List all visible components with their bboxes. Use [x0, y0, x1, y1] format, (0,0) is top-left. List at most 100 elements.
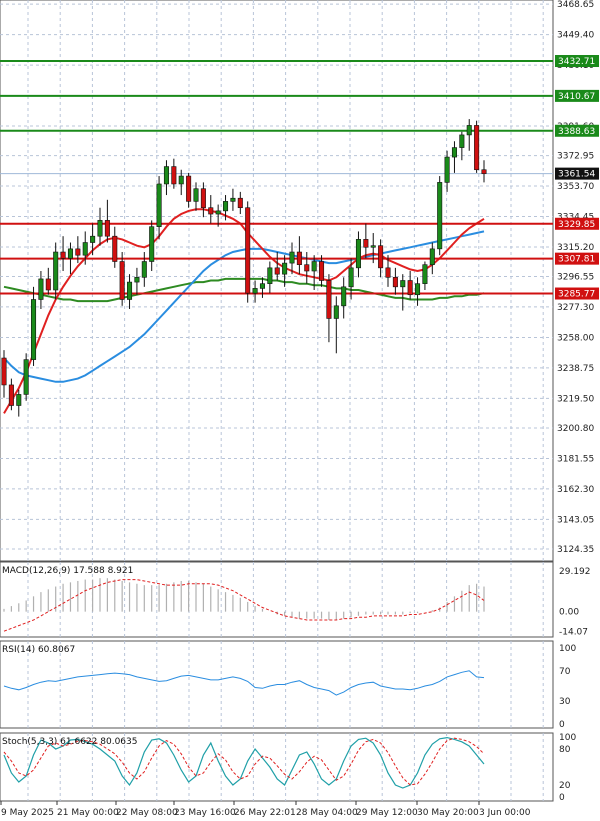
x-tick-label: 29 May 12:00 [356, 808, 418, 818]
main-y-tick-label: 3277.30 [557, 303, 594, 313]
candle-down [304, 264, 310, 272]
macd-label: MACD(12,26,9) 17.588 8.921 [2, 566, 133, 576]
candle-down [186, 175, 192, 202]
main-y-tick-label: 3449.40 [557, 31, 594, 41]
last-price-tag [555, 167, 599, 180]
candle-down [200, 188, 206, 209]
candle-down [237, 197, 243, 209]
candle-up [333, 305, 339, 319]
x-tick-label: 26 May 22:01 [234, 808, 296, 818]
stoch-panel-frame [0, 732, 554, 802]
rsi-label: RSI(14) 60.8067 [2, 645, 75, 655]
stoch-label: Stoch(5,3,3) 61.6622 80.0635 [2, 737, 137, 747]
main-y-tick-label: 3334.45 [557, 212, 594, 222]
x-tick-label: 9 May 2025 [1, 808, 54, 818]
candle-down [474, 125, 480, 171]
level-tag-label-3432.71: 3432.71 [558, 57, 595, 67]
stoch-k-line [3, 736, 485, 789]
main-y-tick-label: 3315.20 [557, 243, 594, 253]
level-tag-3432.71 [555, 55, 599, 68]
level-tag-label-3329.85: 3329.85 [558, 220, 595, 230]
candle-down [104, 220, 110, 237]
candle-up [156, 183, 162, 227]
main-y-tick-label: 3200.80 [557, 424, 594, 434]
level-tag-3285.77 [555, 287, 599, 300]
rsi-y-tick-label: 70 [559, 667, 571, 677]
candle-up [134, 277, 140, 283]
candle-down [119, 261, 125, 300]
candle-down [385, 267, 391, 278]
candle-up [459, 134, 465, 148]
candle-up [348, 267, 354, 288]
main-y-tick-label: 3181.55 [557, 454, 594, 464]
main-y-tick-label: 3353.70 [557, 182, 594, 192]
candle-down [392, 277, 398, 288]
candle-up [311, 261, 317, 272]
x-tick-label: 28 May 04:00 [296, 808, 358, 818]
candle-down [60, 251, 66, 259]
candle-up [355, 239, 361, 269]
ma-blue-line [3, 230, 485, 383]
candle-down [481, 169, 487, 174]
candle-down [407, 280, 413, 296]
candle-up [193, 188, 199, 202]
candle-up [53, 251, 59, 291]
candle-up [97, 220, 103, 237]
candle-down [326, 280, 332, 319]
macd-y-tick-label: 0.00 [559, 608, 579, 618]
x-tick-label: 23 May 16:00 [174, 808, 236, 818]
candle-up [400, 280, 406, 288]
main-panel-frame [0, 0, 554, 562]
macd-y-tick-label: -14.07 [559, 627, 588, 637]
candle-down [363, 239, 369, 248]
main-y-tick-label: 3162.30 [557, 485, 594, 495]
stoch-y-tick-label: 20 [559, 781, 571, 791]
candle-up [289, 251, 295, 264]
candle-up [178, 175, 184, 185]
candle-up [252, 288, 258, 294]
candle-up [82, 242, 88, 256]
candle-down [1, 357, 7, 386]
main-y-tick-label: 3296.55 [557, 272, 594, 282]
macd-signal-line [3, 579, 485, 632]
stoch-y-tick-label: 80 [559, 745, 571, 755]
candle-up [67, 248, 73, 259]
candle-down [75, 248, 81, 256]
candle-up [437, 182, 443, 250]
rsi-y-tick-label: 30 [559, 697, 571, 707]
candle-up [38, 278, 44, 300]
candle-up [341, 286, 347, 307]
candle-down [245, 207, 251, 294]
x-tick-label: 22 May 08:00 [116, 808, 178, 818]
candle-up [23, 359, 29, 395]
main-y-tick-label: 3143.05 [557, 515, 594, 525]
candle-up [90, 235, 96, 243]
candle-down [319, 261, 325, 281]
level-tag-label-3410.67: 3410.67 [558, 92, 595, 102]
candle-down [274, 267, 280, 275]
candle-up [370, 245, 376, 248]
macd-y-tick-label: 29.192 [559, 567, 591, 577]
candle-up [422, 264, 428, 284]
stoch-y-tick-label: 0 [559, 793, 565, 803]
candle-up [223, 201, 229, 212]
main-y-tick-label: 3219.50 [557, 394, 594, 404]
candle-up [16, 394, 22, 406]
candle-up [466, 125, 472, 136]
candle-up [127, 281, 133, 300]
candle-down [8, 384, 14, 406]
candle-up [267, 267, 273, 284]
level-tag-3388.63 [555, 124, 599, 137]
candle-up [163, 166, 169, 185]
candle-up [444, 156, 450, 183]
main-y-tick-label: 3372.95 [557, 152, 594, 162]
main-y-tick-label: 3124.35 [557, 545, 594, 555]
level-tag-3410.67 [555, 89, 599, 102]
x-tick-label: 3 Jun 00:00 [479, 808, 531, 818]
candle-up [451, 147, 457, 158]
candle-up [149, 226, 155, 262]
rsi-y-tick-label: 0 [559, 720, 565, 730]
candle-up [259, 283, 265, 289]
